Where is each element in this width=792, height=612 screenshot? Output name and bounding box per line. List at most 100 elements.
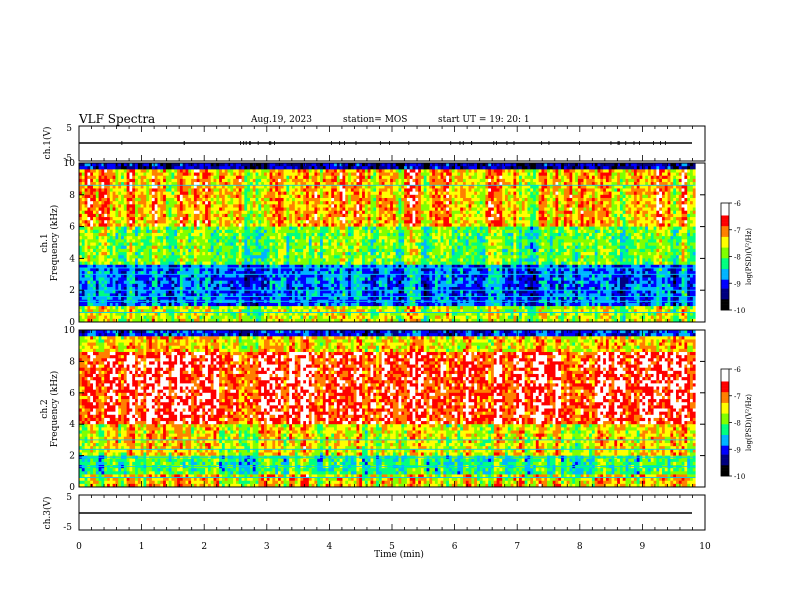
- spec-cell: [79, 169, 83, 173]
- spec-cell: [325, 255, 329, 259]
- spec-cell: [95, 287, 100, 291]
- spec-cell: [104, 188, 108, 193]
- spec-cell: [252, 217, 256, 221]
- spec-cell: [112, 252, 116, 256]
- spec-cell: [135, 287, 139, 291]
- spec-cell: [320, 204, 324, 208]
- spec-cell: [149, 229, 153, 234]
- spec-cell: [300, 296, 304, 301]
- spec-cell: [336, 242, 341, 247]
- spec-cell: [154, 185, 158, 189]
- spec-cell: [216, 293, 220, 297]
- spec-cell: [182, 312, 186, 317]
- spec-cell: [334, 236, 338, 240]
- spec-cell: [235, 296, 240, 301]
- spec-cell: [219, 178, 223, 183]
- spec-cell: [107, 267, 111, 272]
- spec-cell: [81, 264, 85, 269]
- spec-cell: [205, 207, 209, 212]
- spec-cell: [81, 245, 85, 250]
- spec-cell: [306, 267, 310, 272]
- spec-cell: [328, 277, 332, 282]
- spec-cell: [238, 178, 242, 183]
- spec-cell: [247, 175, 251, 180]
- spec-cell: [93, 261, 97, 266]
- spec-cell: [219, 274, 223, 278]
- spec-cell: [221, 201, 226, 205]
- spec-cell: [118, 223, 122, 227]
- spec-cell: [165, 274, 170, 278]
- spec-cell: [118, 191, 122, 196]
- spec-cell: [227, 255, 231, 259]
- spec-cell: [101, 261, 105, 266]
- spec-cell: [98, 194, 102, 199]
- spec-cell: [292, 264, 296, 269]
- spec-cell: [160, 309, 164, 313]
- spec-cell: [199, 287, 203, 291]
- spec-cell: [174, 185, 178, 189]
- spec-cell: [188, 220, 192, 224]
- spec-cell: [252, 252, 256, 256]
- spec-cell: [261, 318, 265, 323]
- spec-cell: [266, 252, 270, 256]
- spec-cell: [210, 271, 214, 275]
- spec-cell: [286, 201, 290, 205]
- spec-cell: [320, 172, 324, 177]
- spec-cell: [350, 188, 355, 193]
- spec-cell: [205, 267, 209, 272]
- spec-cell: [171, 309, 175, 313]
- spec-cell: [233, 242, 237, 247]
- spec-cell: [199, 207, 203, 212]
- spec-cell: [199, 188, 203, 193]
- spec-cell: [196, 223, 200, 227]
- spec-cell: [241, 261, 245, 266]
- spec-cell: [213, 188, 217, 193]
- spec-cell: [300, 245, 304, 250]
- spec-cell: [84, 194, 88, 199]
- spec-cell: [160, 236, 164, 240]
- spec-cell: [261, 280, 265, 285]
- spec-cell: [325, 229, 329, 234]
- spec-cell: [249, 185, 254, 189]
- spec-cell: [350, 194, 355, 199]
- spec-cell: [342, 264, 346, 269]
- spec-cell: [300, 172, 304, 177]
- spec-cell: [283, 274, 287, 278]
- spec-cell: [135, 169, 139, 173]
- spec-cell: [317, 271, 321, 275]
- spec-cell: [151, 236, 156, 240]
- spec-cell: [221, 271, 226, 275]
- spec-cell: [261, 166, 265, 170]
- spec-cell: [126, 185, 130, 189]
- spec-cell: [165, 267, 170, 272]
- spec-cell: [168, 194, 172, 199]
- spec-cell: [252, 315, 256, 320]
- spec-cell: [188, 274, 192, 278]
- spec-cell: [213, 207, 217, 212]
- spec-cell: [188, 242, 192, 247]
- spec-cell: [179, 245, 184, 250]
- spec-cell: [112, 277, 116, 282]
- spec-cell: [205, 188, 209, 193]
- spec-cell: [241, 163, 245, 167]
- spec-cell: [303, 267, 307, 272]
- spec-cell: [300, 163, 304, 167]
- spec-cell: [292, 296, 296, 301]
- spec-cell: [196, 318, 200, 323]
- spec-cell: [263, 223, 268, 227]
- spec-cell: [81, 274, 85, 278]
- spec-cell: [328, 182, 332, 186]
- spec-cell: [90, 293, 94, 297]
- spec-cell: [258, 242, 262, 247]
- spec-cell: [300, 217, 304, 221]
- spec-cell: [107, 204, 111, 208]
- spec-cell: [297, 169, 301, 173]
- spec-cell: [121, 280, 125, 285]
- spec-cell: [345, 207, 349, 212]
- spec-cell: [275, 178, 279, 183]
- spec-cell: [233, 220, 237, 224]
- spec-cell: [115, 194, 119, 199]
- spec-cell: [227, 194, 231, 199]
- spec-cell: [244, 178, 248, 183]
- spec-cell: [311, 232, 315, 237]
